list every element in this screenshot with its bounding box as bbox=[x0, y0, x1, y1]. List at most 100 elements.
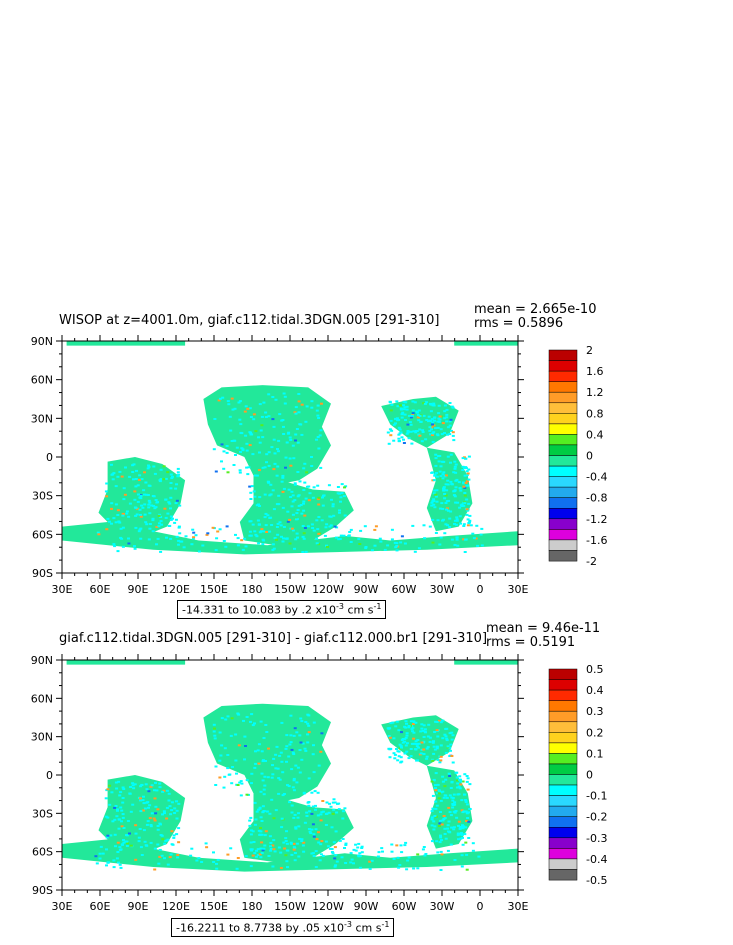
data-cell bbox=[177, 473, 181, 476]
data-cell bbox=[314, 850, 318, 853]
data-cell bbox=[399, 541, 403, 544]
data-cell bbox=[105, 848, 108, 851]
data-cell bbox=[400, 739, 404, 741]
data-cell bbox=[191, 537, 195, 540]
data-cell bbox=[172, 836, 176, 839]
data-cell bbox=[460, 865, 464, 868]
lat-label: 60S bbox=[32, 528, 53, 541]
data-cell bbox=[468, 808, 472, 810]
data-cell bbox=[291, 500, 295, 503]
data-cell bbox=[275, 503, 279, 506]
data-cell bbox=[111, 473, 115, 476]
data-cell bbox=[269, 848, 273, 850]
data-cell bbox=[448, 775, 452, 777]
colorbar-swatch bbox=[548, 753, 578, 765]
colorbar-label: 0.4 bbox=[586, 684, 604, 697]
data-cell bbox=[445, 507, 449, 510]
data-cell bbox=[444, 794, 448, 797]
data-cell bbox=[312, 835, 316, 838]
data-cell bbox=[471, 849, 475, 852]
data-cell bbox=[204, 842, 208, 845]
data-cell bbox=[213, 418, 217, 420]
data-cell bbox=[272, 848, 276, 851]
data-cell bbox=[433, 474, 437, 477]
data-cell bbox=[132, 478, 135, 481]
data-cell bbox=[158, 480, 162, 483]
data-cell bbox=[218, 731, 222, 734]
data-cell bbox=[254, 533, 258, 536]
data-cell bbox=[267, 451, 271, 454]
data-cell bbox=[260, 852, 264, 855]
data-cell bbox=[368, 867, 372, 870]
data-cell bbox=[442, 815, 446, 817]
data-cell bbox=[298, 749, 302, 751]
data-cell bbox=[389, 434, 393, 437]
ocean-region bbox=[66, 341, 186, 346]
data-cell bbox=[452, 471, 456, 474]
data-cell bbox=[228, 415, 232, 418]
data-cell bbox=[418, 428, 422, 431]
data-cell bbox=[251, 523, 255, 526]
data-cell bbox=[441, 737, 445, 740]
data-cell bbox=[401, 741, 405, 744]
data-cell bbox=[133, 783, 137, 786]
data-cell bbox=[458, 827, 462, 830]
data-cell bbox=[165, 789, 169, 792]
data-cell bbox=[115, 815, 119, 818]
data-cell bbox=[466, 788, 470, 791]
data-cell bbox=[241, 449, 245, 452]
lon-label: 90W bbox=[354, 900, 379, 913]
data-cell bbox=[443, 833, 447, 835]
data-cell bbox=[294, 439, 297, 442]
data-cell bbox=[402, 442, 406, 444]
data-cell bbox=[245, 779, 249, 782]
data-cell bbox=[441, 477, 445, 480]
data-cell bbox=[321, 854, 325, 857]
data-cell bbox=[257, 743, 261, 746]
data-cell bbox=[477, 855, 481, 858]
data-cell bbox=[238, 418, 242, 421]
lat-label: 60N bbox=[31, 692, 53, 705]
data-cell bbox=[252, 418, 256, 421]
data-cell bbox=[428, 740, 432, 743]
data-cell bbox=[462, 504, 466, 507]
data-cell bbox=[400, 535, 404, 538]
data-cell bbox=[435, 745, 439, 748]
data-cell bbox=[285, 842, 289, 845]
data-cell bbox=[433, 815, 437, 817]
data-cell bbox=[394, 546, 398, 549]
data-cell bbox=[301, 525, 305, 527]
data-cell bbox=[292, 457, 296, 460]
data-cell bbox=[286, 784, 289, 787]
data-cell bbox=[438, 841, 442, 844]
data-cell bbox=[249, 816, 253, 819]
data-cell bbox=[128, 792, 132, 795]
data-cell bbox=[432, 492, 436, 495]
data-cell bbox=[326, 545, 329, 548]
data-cell bbox=[431, 807, 435, 810]
data-cell bbox=[455, 776, 459, 779]
data-cell bbox=[222, 450, 226, 453]
data-cell bbox=[432, 479, 436, 482]
data-cell bbox=[281, 794, 285, 797]
data-cell bbox=[227, 403, 231, 406]
data-cell bbox=[297, 812, 300, 815]
data-cell bbox=[115, 808, 119, 811]
data-cell bbox=[105, 528, 109, 531]
data-cell bbox=[343, 486, 346, 489]
data-cell bbox=[143, 471, 146, 474]
data-cell bbox=[439, 836, 443, 839]
data-cell bbox=[428, 419, 432, 422]
data-cell bbox=[437, 420, 441, 423]
data-cell bbox=[467, 478, 471, 481]
lon-label: 150W bbox=[274, 900, 306, 913]
data-cell bbox=[255, 504, 259, 507]
data-cell bbox=[260, 424, 264, 427]
data-cell bbox=[400, 851, 404, 854]
data-cell bbox=[243, 758, 246, 761]
data-cell bbox=[466, 472, 470, 475]
data-cell bbox=[263, 784, 267, 787]
data-cell bbox=[437, 792, 441, 795]
data-cell bbox=[291, 444, 295, 447]
